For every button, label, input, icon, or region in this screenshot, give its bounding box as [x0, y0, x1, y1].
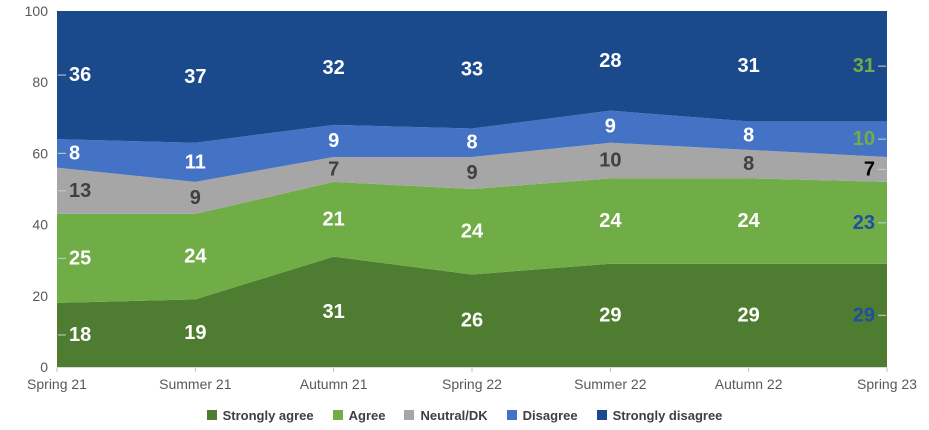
x-tick-label: Autumn 22 — [715, 376, 783, 392]
chart-legend: Strongly agree Agree Neutral/DK Disagree Str… — [0, 404, 929, 426]
legend-label: Strongly agree — [222, 407, 314, 423]
data-label: 24 — [184, 246, 207, 268]
x-tick-label: Spring 23 — [857, 376, 917, 392]
data-label: 19 — [184, 322, 206, 344]
data-label: 9 — [605, 116, 616, 138]
legend-item-strongly-disagree: Strongly disagree — [596, 407, 723, 423]
data-label: 8 — [743, 125, 754, 147]
data-label: 7 — [864, 158, 875, 180]
y-tick-label: 40 — [32, 217, 48, 233]
data-label: 21 — [323, 208, 345, 230]
data-label: 29 — [599, 304, 621, 326]
y-tick-label: 100 — [25, 3, 49, 19]
y-tick-label: 20 — [32, 288, 48, 304]
area-neutral-dk — [57, 142, 887, 214]
data-label: 10 — [853, 128, 875, 150]
area-strongly-disagree — [57, 11, 887, 143]
x-tick-label: Spring 22 — [442, 376, 502, 392]
y-tick-label: 60 — [32, 145, 48, 161]
data-label: 26 — [461, 310, 483, 332]
legend-swatch-icon — [332, 410, 343, 420]
y-tick-label: 80 — [32, 74, 48, 90]
data-label: 11 — [185, 151, 206, 173]
data-label: 7 — [328, 158, 339, 180]
data-label: 31 — [323, 301, 345, 323]
data-label: 36 — [69, 64, 91, 86]
legend-swatch-icon — [404, 410, 415, 420]
legend-item-agree: Agree — [332, 407, 386, 423]
data-label: 23 — [853, 212, 875, 234]
data-label: 32 — [323, 57, 345, 79]
x-tick-label: Autumn 21 — [300, 376, 368, 392]
data-label: 8 — [743, 153, 754, 175]
data-label: 25 — [69, 247, 91, 269]
legend-label: Agree — [348, 407, 386, 423]
legend-label: Disagree — [522, 407, 578, 423]
area-strongly-agree — [57, 256, 887, 367]
legend-item-neutral-dk: Neutral/DK — [404, 407, 488, 423]
data-label: 24 — [738, 210, 761, 232]
data-label: 18 — [69, 324, 91, 346]
data-label: 28 — [599, 50, 621, 72]
data-label: 9 — [328, 130, 339, 152]
area-disagree — [57, 110, 887, 182]
legend-swatch-icon — [596, 410, 607, 420]
x-tick-label: Summer 22 — [574, 376, 647, 392]
data-label: 8 — [466, 132, 477, 154]
legend-label: Neutral/DK — [420, 407, 488, 423]
legend-swatch-icon — [506, 410, 517, 420]
data-label: 24 — [599, 210, 622, 232]
data-label: 29 — [853, 304, 875, 326]
x-tick-label: Spring 21 — [27, 376, 87, 392]
data-label: 31 — [853, 55, 875, 77]
data-label: 24 — [461, 221, 484, 243]
area-agree — [57, 178, 887, 303]
data-label: 9 — [466, 162, 477, 184]
legend-item-strongly-agree: Strongly agree — [206, 407, 314, 423]
data-label: 10 — [599, 150, 621, 172]
data-label: 37 — [184, 66, 206, 88]
data-label: 9 — [190, 187, 201, 209]
data-label: 31 — [738, 55, 760, 77]
legend-label: Strongly disagree — [612, 407, 723, 423]
y-tick-label: 0 — [40, 359, 48, 375]
data-label: 8 — [69, 142, 80, 164]
legend-item-disagree: Disagree — [506, 407, 578, 423]
data-label: 33 — [461, 59, 483, 81]
data-label: 13 — [69, 180, 91, 202]
legend-swatch-icon — [206, 410, 217, 420]
x-tick-label: Summer 21 — [159, 376, 232, 392]
data-label: 29 — [738, 304, 760, 326]
